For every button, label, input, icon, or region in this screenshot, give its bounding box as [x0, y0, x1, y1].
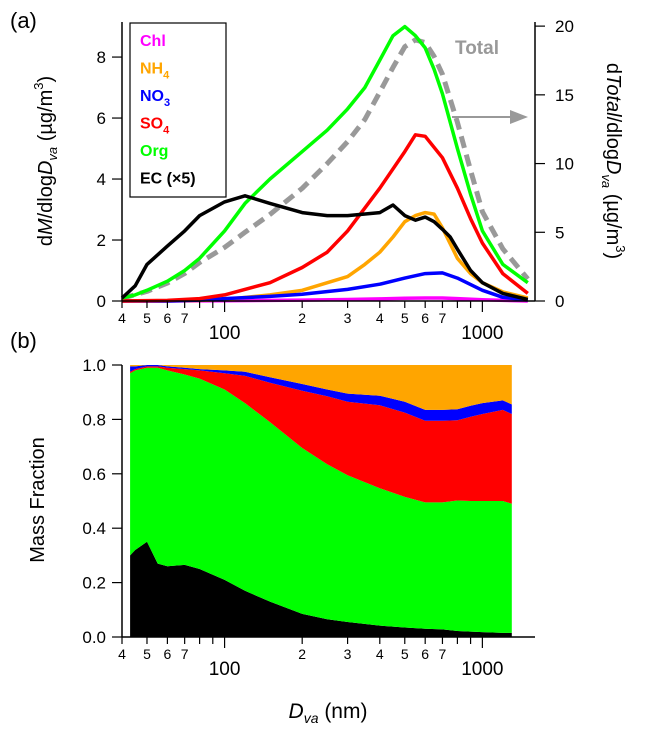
right-tick-label: 15	[555, 86, 574, 105]
area-nh4	[130, 365, 512, 410]
series-line-org	[121, 24, 529, 300]
y-tick-label: 0.6	[82, 465, 106, 484]
panel-a-left-ylabel: dM/dlogDva (µg/m3)	[31, 76, 60, 246]
x-tick-label: 7	[181, 310, 189, 326]
area-ec	[130, 541, 512, 637]
panel-a-right-ticks: 0 5 10 15 20	[535, 17, 574, 311]
legend: Chl NH4 NO3 SO4 Org EC (×5)	[129, 22, 227, 198]
left-tick-label: 4	[97, 170, 106, 189]
y-tick-label: 0.2	[82, 574, 106, 593]
x-tick-label: 2	[298, 646, 306, 662]
panel-b-ylabel: Mass Fraction	[27, 437, 49, 563]
total-arrow-head-icon	[510, 110, 528, 124]
panel-b-y-ticks: 0.0 0.2 0.4 0.6 0.8 1.0	[82, 356, 122, 647]
x-tick-label: 100	[209, 323, 241, 344]
right-tick-label: 20	[555, 17, 574, 36]
x-tick-label: 7	[439, 310, 447, 326]
y-tick-label: 0.0	[82, 628, 106, 647]
x-tick-label: 4	[376, 310, 384, 326]
panel-b-label: (b)	[10, 328, 37, 353]
x-tick-label: 4	[118, 310, 126, 326]
panel-b-areas	[130, 365, 512, 637]
x-tick-label: 2	[298, 310, 306, 326]
x-tick-label: 5	[143, 646, 151, 662]
panel-a-left-ticks: 0 2 4 6 8	[97, 48, 122, 311]
series-line-so4	[121, 133, 529, 303]
panel-a-right-ylabel: dTotal/dlogDva (µg/m3)	[599, 63, 628, 259]
left-tick-label: 2	[97, 231, 106, 250]
series-line-no3	[122, 271, 528, 303]
area-so4	[130, 366, 512, 504]
panel-a-series-group	[120, 24, 530, 303]
x-tick-label: 6	[163, 310, 171, 326]
legend-entry-ec-5: EC (×5)	[140, 171, 196, 188]
panel-b-xlabel: Dva (nm)	[289, 700, 368, 726]
x-tick-label: 7	[439, 646, 447, 662]
right-tick-label: 5	[555, 223, 564, 242]
y-tick-label: 0.4	[82, 519, 106, 538]
y-tick-label: 0.8	[82, 410, 106, 429]
right-tick-label: 10	[555, 155, 574, 174]
x-tick-label: 4	[118, 646, 126, 662]
legend-entry-chl: Chl	[140, 33, 166, 50]
x-tick-label: 3	[344, 646, 352, 662]
series-line-nh4	[122, 210, 529, 303]
right-tick-label: 0	[555, 292, 564, 311]
area-no3	[130, 365, 512, 421]
x-tick-label: 5	[401, 310, 409, 326]
x-tick-label: 3	[344, 310, 352, 326]
x-tick-label: 6	[163, 646, 171, 662]
legend-box	[129, 22, 227, 198]
legend-entry-nh: NH4	[140, 61, 170, 82]
x-tick-label: 1000	[461, 323, 503, 344]
x-tick-label: 5	[143, 310, 151, 326]
series-line-total	[121, 37, 530, 301]
x-tick-label: 1000	[461, 659, 503, 680]
x-tick-label: 5	[401, 646, 409, 662]
left-tick-label: 6	[97, 109, 106, 128]
x-tick-label: 7	[181, 646, 189, 662]
legend-entries: Chl NH4 NO3 SO4 Org EC (×5)	[140, 33, 196, 188]
left-tick-label: 8	[97, 48, 106, 67]
x-tick-label: 6	[421, 310, 429, 326]
left-tick-label: 0	[97, 292, 106, 311]
total-annotation: Total	[455, 38, 499, 59]
legend-entry-no: NO3	[140, 88, 170, 109]
legend-entry-org: Org	[140, 143, 168, 160]
legend-entry-so: SO4	[140, 116, 170, 137]
x-tick-label: 100	[209, 659, 241, 680]
area-org	[130, 367, 512, 633]
x-tick-label: 6	[421, 646, 429, 662]
panel-a-label: (a)	[10, 8, 37, 33]
y-tick-label: 1.0	[82, 356, 106, 375]
x-tick-label: 4	[376, 646, 384, 662]
series-line-ec-5	[120, 194, 529, 302]
